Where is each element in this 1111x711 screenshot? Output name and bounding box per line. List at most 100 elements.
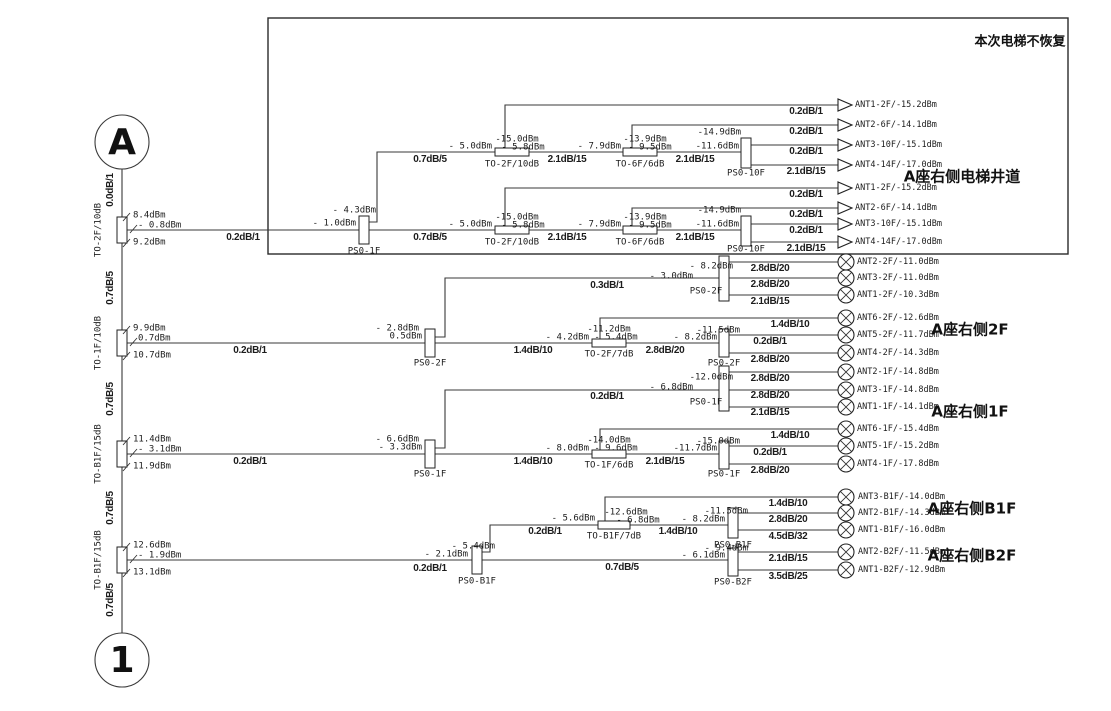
label-elevator-risers-1-ants-2-cable: 0.2dB/1 bbox=[789, 225, 823, 236]
splitter-symbol bbox=[116, 546, 128, 574]
label-floor1-lower-coupler: TO-1F/6dB bbox=[584, 460, 634, 471]
omni-antenna-cross bbox=[840, 491, 852, 503]
tap-arrow-tick bbox=[122, 212, 138, 248]
label-elevator-risers-0-c2_in: - 7.9dBm bbox=[577, 141, 621, 152]
label-elevator-risers-0-ps: PS0-10F bbox=[727, 168, 765, 179]
label-floor1-upper-ants-0-label: ANT2-1F/-14.8dBm bbox=[857, 366, 939, 377]
label-spine-cable_mid-2: 0.7dB/5 bbox=[105, 491, 116, 525]
splitter-symbol bbox=[471, 545, 483, 575]
grid-node-1-circle bbox=[94, 632, 150, 688]
label-spine-taps-0-below: 9.2dBm bbox=[133, 237, 166, 248]
label-spine-taps-1-below: 10.7dBm bbox=[133, 350, 171, 361]
label-spine-cable_top: 0.0dB/1 bbox=[105, 173, 116, 207]
label-basement-b2f-ants-0-cable: 2.1dB/15 bbox=[768, 553, 808, 564]
branch-feed-lines bbox=[127, 229, 472, 561]
label-basement-b1f-in: - 5.6dBm bbox=[551, 513, 595, 524]
label-elevator-risers-1-ps_out: -14.9dBm bbox=[697, 205, 741, 216]
label-floor1-lower-cable2: 2.1dB/15 bbox=[645, 456, 685, 467]
label-elevator-risers-1-c1_tap: -15.0dBm bbox=[495, 212, 539, 223]
label-elevator-risers-1-ants-0-label: ANT1-2F/-15.2dBm bbox=[855, 182, 937, 193]
label-floor1-upper-ps: PS0-1F bbox=[689, 397, 723, 408]
omni-antenna-cross bbox=[840, 401, 852, 413]
label-spine-taps-0-name: TO-2F/10dB bbox=[93, 202, 104, 258]
label-spine-cable_mid-1: 0.7dB/5 bbox=[105, 382, 116, 416]
splitter-symbol bbox=[740, 137, 752, 169]
label-elevator-risers-1-cable2: 2.1dB/15 bbox=[547, 232, 587, 243]
omni-antenna-cross bbox=[840, 312, 852, 324]
label-basement-b1f-tap_ant-label: ANT3-B1F/-14.0dBm bbox=[858, 491, 945, 502]
elevator-section-box bbox=[267, 17, 1069, 255]
label-floor1-upper-cable: 0.2dB/1 bbox=[590, 391, 624, 402]
label-elevator-risers-1-cable1: 0.7dB/5 bbox=[413, 232, 447, 243]
label-floor1-feed-in: - 3.3dBm bbox=[378, 442, 422, 453]
label-elevator-risers-0-ants-0-cable: 0.2dB/1 bbox=[789, 106, 823, 117]
splitter-symbol bbox=[358, 215, 370, 245]
label-floor2-feed-ps: PS0-2F bbox=[413, 358, 447, 369]
splitter-symbol bbox=[424, 328, 436, 358]
coupler-symbol bbox=[597, 520, 631, 530]
label-floor2-lower-cable2: 2.8dB/20 bbox=[645, 345, 685, 356]
label-elevator-risers-0-c1_thru: - 5.8dBm bbox=[501, 142, 545, 153]
label-elevator-risers-1-c1_in: - 5.0dBm bbox=[448, 219, 492, 230]
label-elevator-feed-up_out: - 4.3dBm bbox=[332, 205, 376, 216]
label-spine-taps-1-tap: 0.7dBm bbox=[138, 333, 171, 344]
label-floor1-lower-tap_ant-cable: 1.4dB/10 bbox=[770, 430, 810, 441]
omni-antenna-cross bbox=[840, 256, 852, 268]
label-floor1-lower-ps_in: -11.7dBm bbox=[673, 443, 717, 454]
coupler-symbol bbox=[622, 225, 658, 235]
label-elevator-risers-0-ants-2-label: ANT3-10F/-15.1dBm bbox=[855, 139, 942, 150]
splitter-symbol bbox=[740, 215, 752, 247]
label-spine-taps-2-above: 11.4dBm bbox=[133, 434, 171, 445]
label-basement-b1f-coupler: TO-B1F/7dB bbox=[586, 531, 642, 542]
label-elevator-feed-cable: 0.2dB/1 bbox=[226, 232, 260, 243]
label-spine-cable_mid-3: 0.7dB/5 bbox=[105, 583, 116, 617]
label-spine-taps-3-tap: - 1.9dBm bbox=[138, 550, 182, 561]
label-floor1-lower-thru: - 9.6dBm bbox=[594, 443, 638, 454]
directional-antenna-icon bbox=[837, 201, 854, 215]
label-elevator-risers-0-c1_tap: -15.0dBm bbox=[495, 134, 539, 145]
label-basement-group_label_b1f: A座右侧B1F bbox=[927, 499, 1017, 518]
label-basement-feed-ps: PS0-B1F bbox=[458, 576, 496, 587]
elevator-branch-lines bbox=[369, 104, 838, 243]
label-floor1-lower-ps_out: -15.0dBm bbox=[696, 436, 740, 447]
label-basement-b1f-ants-1-label: ANT1-B1F/-16.0dBm bbox=[858, 524, 945, 535]
label-basement-b2f-ants-0-label: ANT2-B2F/-11.5dBm bbox=[858, 546, 945, 557]
label-elevator-risers-0-ants-3-cable: 2.1dB/15 bbox=[786, 166, 826, 177]
label-floor1-upper-ps_out: -12.0dBm bbox=[689, 372, 733, 383]
label-elevator-risers-1-ants-3-cable: 2.1dB/15 bbox=[786, 243, 826, 254]
label-elevator-risers-0-ps_in: -11.6dBm bbox=[695, 141, 739, 152]
label-floor2-upper-ants-2-label: ANT1-2F/-10.3dBm bbox=[857, 289, 939, 300]
label-spine-taps-0-tap: - 0.8dBm bbox=[138, 220, 182, 231]
splitter-symbol bbox=[718, 365, 730, 412]
directional-antenna-icon bbox=[837, 181, 854, 195]
label-floor1-upper-ants-1-label: ANT3-1F/-14.8dBm bbox=[857, 384, 939, 395]
label-basement-b1f-ants-0-cable: 2.8dB/20 bbox=[768, 514, 808, 525]
basement-branch-lines bbox=[482, 496, 838, 571]
label-spine-taps-2-tap: - 3.1dBm bbox=[138, 444, 182, 455]
label-floor2-lower-tap_ant-label: ANT6-2F/-12.6dBm bbox=[857, 312, 939, 323]
label-basement-b2f-cable: 0.7dB/5 bbox=[605, 562, 639, 573]
label-elevator-risers-0-ants-1-cable: 0.2dB/1 bbox=[789, 126, 823, 137]
omni-antenna-cross bbox=[840, 546, 852, 558]
omni-antenna-cross bbox=[840, 384, 852, 396]
label-floor2-lower-ants-0-cable: 0.2dB/1 bbox=[753, 336, 787, 347]
label-floor1-upper-ants-0-cable: 2.8dB/20 bbox=[750, 373, 790, 384]
label-floor2-lower-thru: - 5.4dBm bbox=[594, 332, 638, 343]
label-basement-b1f-cable: 0.2dB/1 bbox=[528, 526, 562, 537]
label-floor2-feed-up_out: - 2.8dBm bbox=[375, 323, 419, 334]
label-floor1-feed-up_out: - 6.6dBm bbox=[375, 434, 419, 445]
label-elevator-risers-1-ants-1-cable: 0.2dB/1 bbox=[789, 209, 823, 220]
label-basement-b1f-tap: -12.6dBm bbox=[604, 507, 648, 518]
splitter-coupler-symbols bbox=[116, 137, 752, 577]
coupler-symbol bbox=[591, 449, 627, 459]
label-basement-b1f-tap_ant-cable: 1.4dB/10 bbox=[768, 498, 808, 509]
omni-antenna-cross bbox=[840, 423, 852, 435]
label-elevator-risers-0-c2: TO-6F/6dB bbox=[615, 159, 665, 170]
label-floor2-upper-ps: PS0-2F bbox=[689, 286, 723, 297]
label-spine-taps-3-below: 13.1dBm bbox=[133, 567, 171, 578]
label-basement-b2f-ps_in: - 6.1dBm bbox=[681, 550, 725, 561]
omni-antenna-cross bbox=[840, 524, 852, 536]
label-spine-cable_mid-0: 0.7dB/5 bbox=[105, 271, 116, 305]
